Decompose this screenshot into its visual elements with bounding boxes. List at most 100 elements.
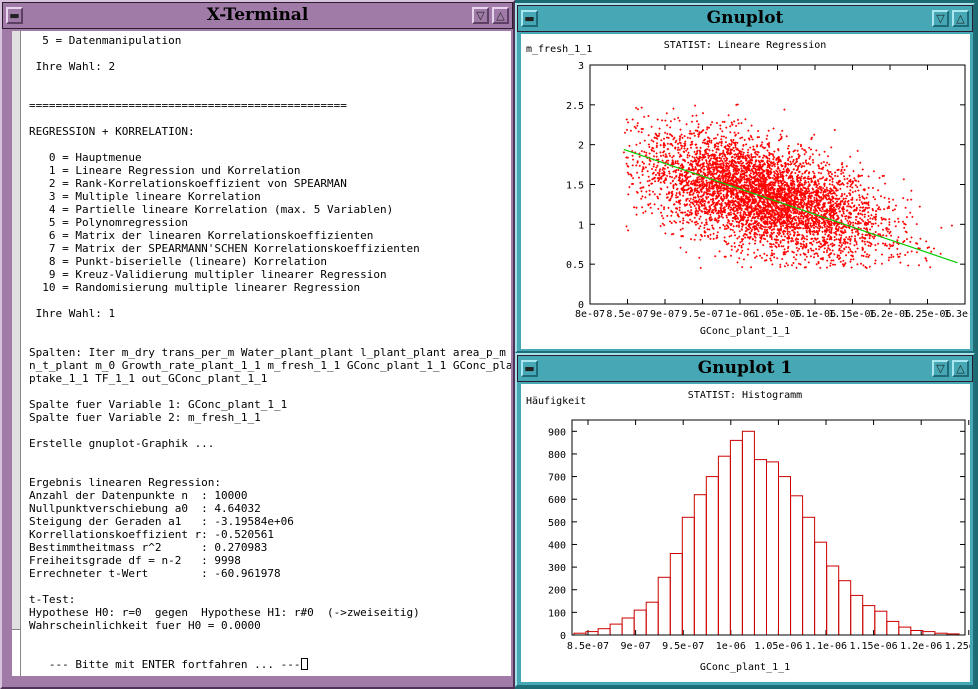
maximize-icon: △ — [956, 12, 965, 25]
histogram-bar — [754, 459, 767, 636]
maximize-button[interactable]: △ — [952, 10, 969, 27]
window-menu-button[interactable]: ▬ — [521, 360, 538, 377]
maximize-button[interactable]: △ — [492, 7, 509, 24]
terminal-line: Hypothese H0: r=0 gegen Hypothese H1: r#… — [29, 606, 420, 619]
x-tick-label: 8e-07 — [575, 309, 605, 320]
x-tick-label: 1.3e-06 — [944, 309, 970, 320]
terminal-line: Spalte fuer Variable 2: m_fresh_1_1 — [29, 411, 261, 424]
terminal-line: 5 = Polynomregression — [29, 216, 188, 229]
histogram-bar — [621, 617, 635, 636]
terminal-line: 3 = Multiple lineare Korrelation — [29, 190, 261, 203]
terminal-line: ========================================… — [29, 99, 347, 112]
x-axis-label: GConc_plant_1_1 — [700, 326, 790, 337]
histogram-bar — [802, 516, 816, 636]
histogram-plot-area: 0 100 200 300 400 500 600 700 800 900 8.5e-07 9e-07… — [521, 384, 970, 682]
histogram-plot: 0 100 200 300 400 500 600 700 800 900 8.5e-07 9e-07… — [526, 390, 970, 673]
histogram-bar — [681, 516, 695, 636]
terminal-line: Freiheitsgrade df = n-2 : 9998 — [29, 554, 241, 567]
histogram-bar — [790, 495, 804, 636]
x-tick-label: 8.5e-07 — [606, 309, 648, 320]
terminal-content[interactable]: 5 = Datenmanipulation Ihre Wahl: 2 =====… — [12, 31, 511, 676]
x-tick-label: 1.05e-06 — [754, 641, 802, 652]
x-tick-label: 1.2e-06 — [869, 309, 911, 320]
histogram-bar — [874, 610, 888, 636]
x-tick-label: 1.1e-06 — [805, 641, 847, 652]
minimize-button[interactable]: ▽ — [472, 7, 489, 24]
window-menu-button[interactable]: ▬ — [521, 10, 538, 27]
scrollbar-thumb[interactable] — [12, 629, 20, 676]
minimize-icon: ▽ — [936, 12, 945, 25]
x-tick-label: 9e-07 — [621, 641, 651, 652]
x-tick-label: 1.15e-06 — [828, 309, 876, 320]
terminal-line: Ihre Wahl: 1 — [29, 307, 116, 320]
terminal-scrollbar[interactable] — [12, 31, 21, 676]
window-menu-icon: ▬ — [524, 12, 535, 25]
terminal-line: Spalte fuer Variable 1: GConc_plant_1_1 — [29, 398, 288, 411]
minimize-button[interactable]: ▽ — [932, 360, 949, 377]
terminal-line: --- Bitte mit ENTER fortfahren ... --- — [29, 658, 301, 671]
minimize-icon: ▽ — [936, 362, 945, 375]
terminal-output: 5 = Datenmanipulation Ihre Wahl: 2 =====… — [29, 34, 511, 671]
terminal-line: 8 = Punkt-biserielle (lineare) Korrelati… — [29, 255, 328, 268]
y-tick-label: 0 — [578, 300, 584, 311]
terminal-line: Anzahl der Datenpunkte n : 10000 — [29, 489, 248, 502]
terminal-line: Spalten: Iter m_dry trans_per_m Water_pl… — [29, 346, 511, 359]
histogram-bar — [729, 439, 743, 636]
regression-line — [623, 148, 958, 264]
gnuplot-1-title-bar[interactable]: ▬ Gnuplot 1 ▽ △ — [517, 355, 973, 382]
histogram-bar — [922, 631, 936, 636]
y-tick-label: 1 — [578, 220, 584, 231]
y-tick-label: 800 — [548, 450, 566, 461]
scatter-plot: 8e-07 8.5e-07 9e-07 9.5e-07 1e-061.05e-061.1… — [526, 40, 970, 337]
gnuplot-title-bar[interactable]: ▬ Gnuplot ▽ △ — [517, 5, 973, 32]
terminal-title-bar[interactable]: ▬ X-Terminal ▽ △ — [2, 2, 513, 29]
terminal-line: t-Test: — [29, 593, 76, 606]
data-points — [622, 103, 953, 269]
y-tick-label: 1.5 — [566, 181, 584, 192]
x-tick-label: 1.25e-06 — [903, 309, 951, 320]
histogram-bar — [705, 476, 719, 636]
gnuplot-histogram-window[interactable]: ▬ Gnuplot 1 ▽ △ 0 100 200 300 400 500 600 700 80… — [515, 353, 975, 687]
plot-border — [589, 64, 966, 305]
x-tick-label: 9e-07 — [650, 309, 680, 320]
x-tick-label: 8.5e-07 — [567, 641, 609, 652]
terminal-line: 10 = Randomisierung multiple linearer Re… — [29, 281, 361, 294]
histogram-bar — [814, 541, 828, 636]
histogram-bar — [838, 580, 852, 636]
y-tick-label: 2 — [578, 141, 584, 152]
histogram-bar — [850, 594, 864, 636]
histogram-bar — [717, 455, 731, 636]
chart-title: STATIST: Lineare Regression — [664, 40, 827, 51]
terminal-line: 4 = Partielle lineare Korrelation (max. … — [29, 203, 394, 216]
histogram-bar — [645, 601, 659, 636]
terminal-line: Ihre Wahl: 2 — [29, 60, 116, 73]
terminal-line: 9 = Kreuz-Validierung multipler linearer… — [29, 268, 387, 281]
x-tick-label: 1.1e-06 — [794, 309, 836, 320]
x-axis-label: GConc_plant_1_1 — [700, 662, 790, 673]
x-tick-label: 1.05e-06 — [753, 309, 801, 320]
histogram-bar — [741, 430, 755, 636]
y-tick-label: 0 — [560, 631, 566, 642]
terminal-line: 5 = Datenmanipulation — [29, 34, 182, 47]
histogram-bar — [778, 476, 791, 636]
x-tick-label: 1e-06 — [716, 641, 746, 652]
maximize-button[interactable]: △ — [952, 360, 969, 377]
terminal-line: ptake_1_1 TF_1_1 out_GConc_plant_1_1 — [29, 372, 268, 385]
terminal-line: REGRESSION + KORRELATION: — [29, 125, 195, 138]
terminal-line: Wahrscheinlichkeit fuer H0 = 0.0000 — [29, 619, 261, 632]
maximize-icon: △ — [956, 362, 965, 375]
histogram-bar — [826, 565, 840, 636]
x-tick-label: 1.2e-06 — [900, 641, 942, 652]
histogram-bar — [693, 494, 707, 636]
histogram-bar — [657, 576, 671, 636]
window-menu-button[interactable]: ▬ — [6, 7, 23, 24]
terminal-window[interactable]: ▬ X-Terminal ▽ △ 5 = Datenmanipulation I… — [0, 0, 515, 689]
histogram-bar — [898, 626, 912, 636]
terminal-line: 1 = Lineare Regression und Korrelation — [29, 164, 301, 177]
x-tick-label: 1.25e-06 — [945, 641, 970, 652]
y-tick-label: 400 — [548, 540, 566, 551]
plot-border — [571, 419, 966, 636]
minimize-button[interactable]: ▽ — [932, 10, 949, 27]
y-axis-label: m_fresh_1_1 — [526, 44, 592, 55]
gnuplot-scatter-window[interactable]: ▬ Gnuplot ▽ △ 8e-07 8.5e-07 9e-07 9.5e-07 1e… — [515, 3, 975, 353]
